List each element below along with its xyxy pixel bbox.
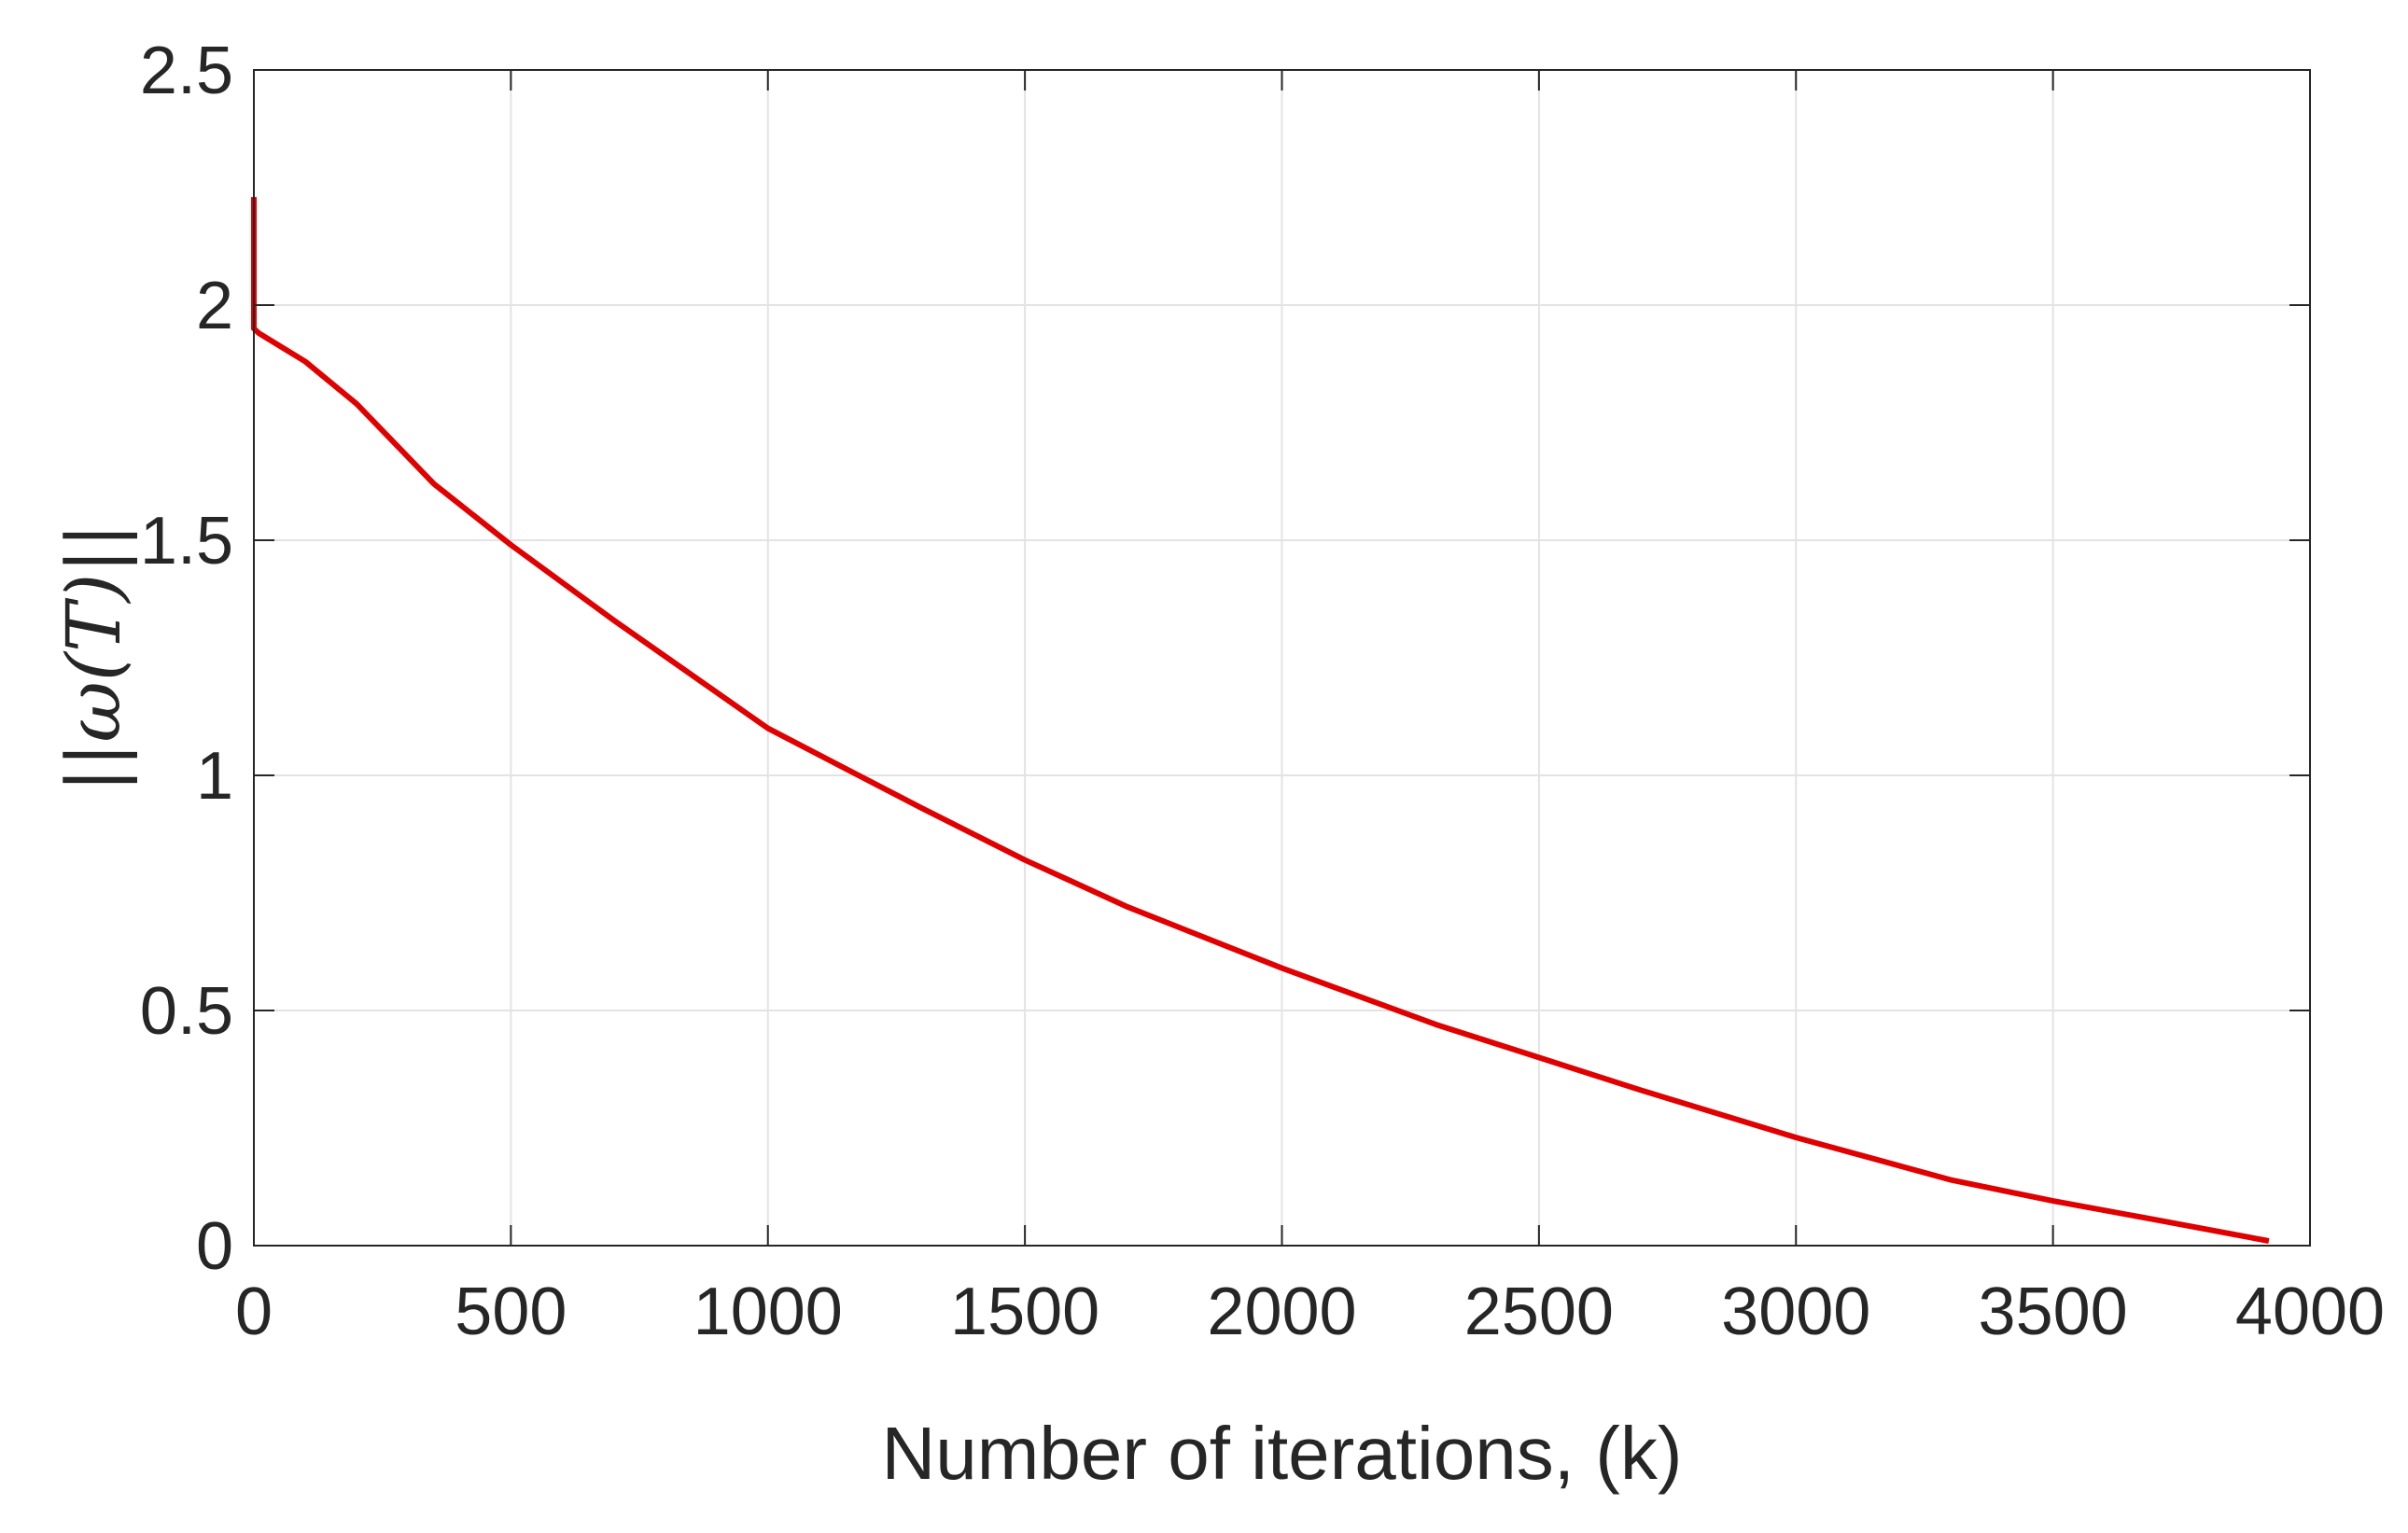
x-tick-label: 3000: [1721, 1275, 1870, 1349]
y-tick-label: 1.5: [140, 504, 233, 578]
x-axis-title: Number of iterations, (k): [881, 1412, 1682, 1495]
x-tick-label: 1000: [693, 1275, 843, 1349]
x-tick-label: 3500: [1979, 1275, 2128, 1349]
y-tick-label: 2: [196, 269, 233, 343]
x-tick-label: 2000: [1207, 1275, 1356, 1349]
y-tick-label: 0.5: [140, 974, 233, 1049]
grid: [254, 70, 2310, 1246]
y-tick-label: 1: [196, 739, 233, 814]
x-tick-label: 4000: [2235, 1275, 2385, 1349]
y-axis-title: ||ω(T)||: [50, 523, 137, 793]
series-line: [251, 197, 2270, 1244]
x-tick-label: 2500: [1464, 1275, 1614, 1349]
x-tick-label: 1500: [950, 1275, 1099, 1349]
x-tick-label: 0: [235, 1275, 273, 1349]
y-tick-label: 0: [196, 1209, 233, 1284]
ticks: 0 500 1000 1500 2000 2500 3000 3500 4000 0 0.5 1 1.5…: [140, 34, 2385, 1349]
series-layer: [251, 197, 2270, 1244]
y-tick-label: 2.5: [140, 34, 233, 108]
x-tick-label: 500: [455, 1275, 567, 1349]
